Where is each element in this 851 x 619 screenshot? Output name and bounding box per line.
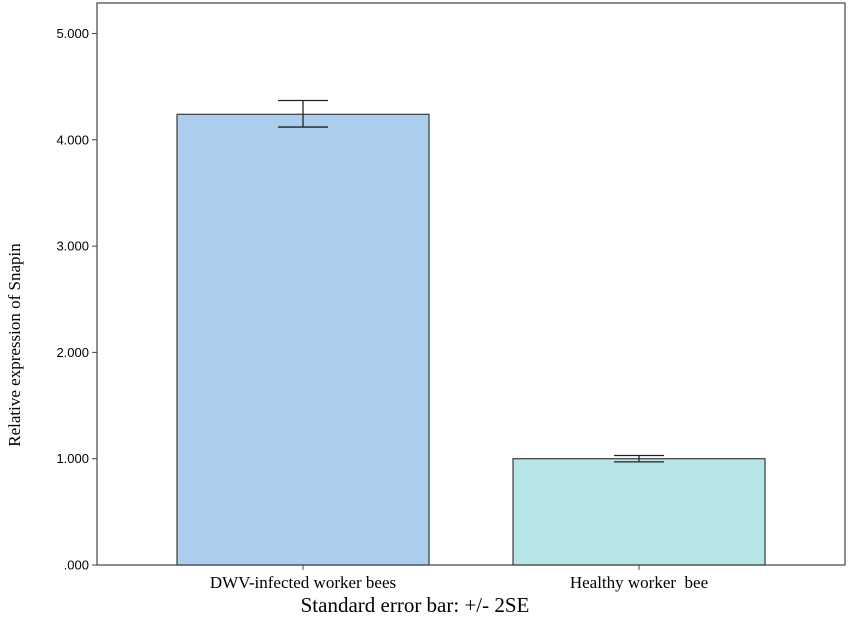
error-bar-note: Standard error bar: +/- 2SE xyxy=(301,593,530,617)
y-tick-label: 1.000 xyxy=(56,451,89,466)
y-tick-label: 2.000 xyxy=(56,345,89,360)
y-tick-label: 3.000 xyxy=(56,239,89,254)
y-tick-label: 5.000 xyxy=(56,26,89,41)
x-tick-label: DWV-infected worker bees xyxy=(210,573,396,592)
y-axis-title: Relative expression of Snapin xyxy=(5,243,24,447)
bars xyxy=(176,113,766,566)
bar xyxy=(176,113,430,566)
error-bars xyxy=(278,99,664,463)
x-tick-label: Healthy worker bee xyxy=(570,573,708,592)
bar xyxy=(512,458,766,566)
x-axis: DWV-infected worker bees Healthy worker b… xyxy=(210,565,708,592)
y-axis: .000 1.000 2.000 3.000 4.000 5.000 xyxy=(56,26,97,573)
y-tick-label: 4.000 xyxy=(56,132,89,147)
y-tick-label: .000 xyxy=(64,558,89,573)
